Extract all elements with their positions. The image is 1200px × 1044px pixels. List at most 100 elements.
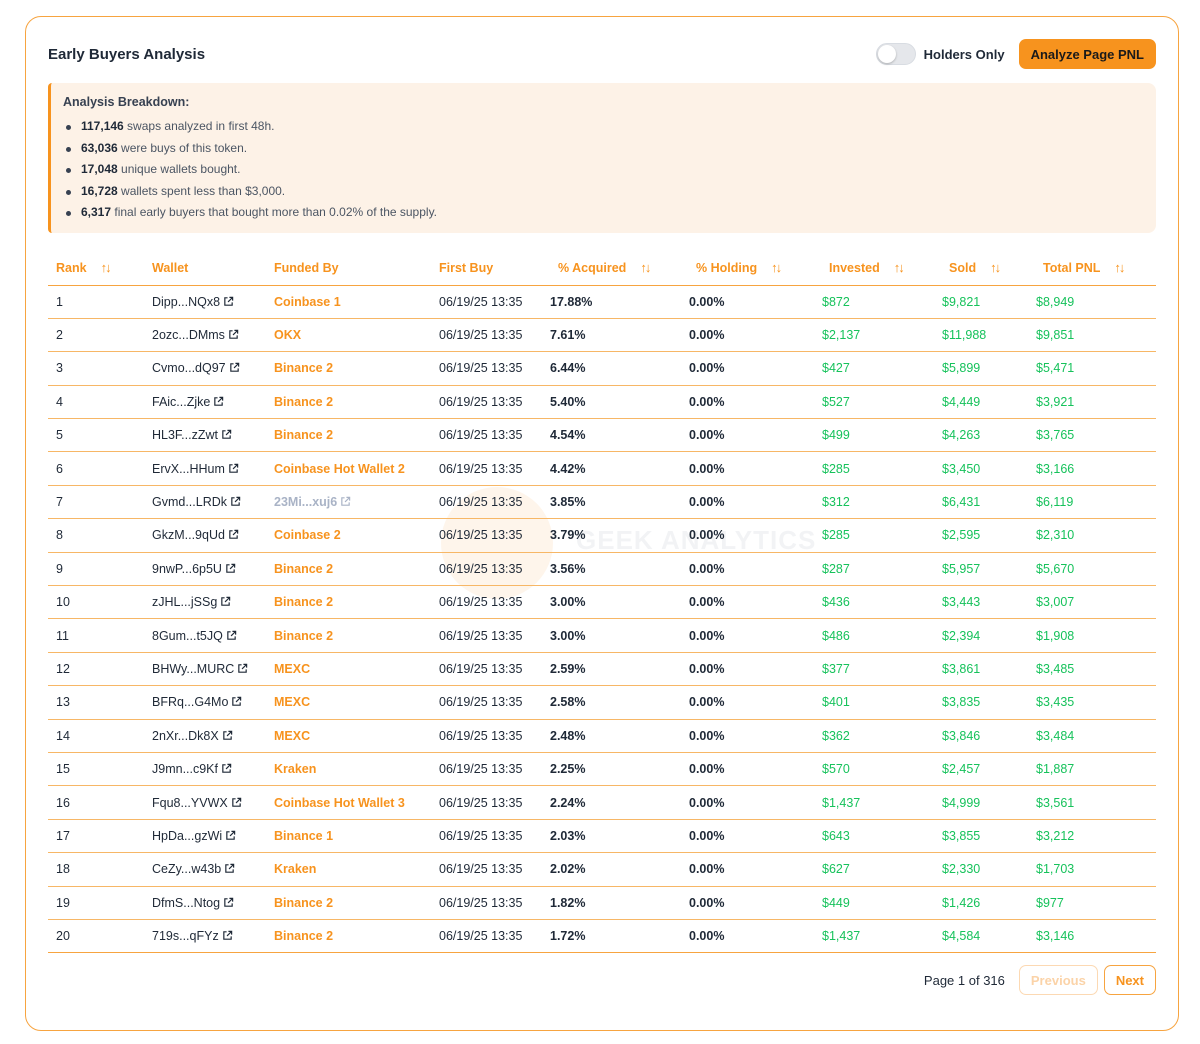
- funded-by-label[interactable]: Binance 1: [274, 828, 334, 843]
- wallet-address[interactable]: 719s...qFYz: [152, 929, 219, 944]
- external-link-icon[interactable]: [228, 695, 242, 709]
- col-header-total-pnl[interactable]: Total PNL ↑↓: [1036, 251, 1156, 286]
- wallet-address[interactable]: J9mn...c9Kf: [152, 762, 218, 777]
- external-link-icon[interactable]: [226, 361, 240, 375]
- wallet-address[interactable]: Cvmo...dQ97: [152, 361, 226, 376]
- external-link-icon[interactable]: [217, 595, 231, 609]
- cell-funded-by[interactable]: OKX: [274, 318, 439, 353]
- cell-total-pnl: $977: [1036, 886, 1156, 920]
- external-link-icon[interactable]: [218, 762, 232, 776]
- funded-by-label[interactable]: Coinbase Hot Wallet 3: [274, 795, 405, 810]
- wallet-address[interactable]: ErvX...HHum: [152, 461, 225, 476]
- cell-funded-by[interactable]: Kraken: [274, 752, 439, 787]
- col-header-sold[interactable]: Sold ↑↓: [942, 251, 1036, 286]
- holders-only-toggle[interactable]: [875, 43, 916, 65]
- analyze-page-pnl-button[interactable]: Analyze Page PNL: [1018, 39, 1156, 69]
- external-link-icon[interactable]: [222, 829, 236, 843]
- wallet-address[interactable]: FAic...Zjke: [152, 394, 211, 409]
- external-link-icon[interactable]: [219, 929, 233, 943]
- funded-by-label[interactable]: MEXC: [274, 728, 311, 743]
- sort-arrows-icon[interactable]: ↑↓: [1114, 260, 1125, 276]
- funded-by-label[interactable]: Binance 2: [274, 895, 334, 910]
- wallet-address[interactable]: BFRq...G4Mo: [152, 695, 229, 710]
- external-link-icon[interactable]: [225, 528, 239, 542]
- external-link-icon[interactable]: [210, 395, 224, 409]
- wallet-address[interactable]: Dipp...NQx8: [152, 294, 221, 309]
- cell-first-buy: 06/19/25 13:35: [439, 285, 550, 319]
- funded-by-label[interactable]: Binance 2: [274, 561, 334, 576]
- wallet-address[interactable]: HpDa...gzWi: [152, 828, 223, 843]
- external-link-icon[interactable]: [225, 462, 239, 476]
- funded-by-label[interactable]: Kraken: [274, 862, 317, 877]
- sort-arrows-icon[interactable]: ↑↓: [990, 260, 1001, 276]
- wallet-address[interactable]: 9nwP...6p5U: [152, 561, 222, 576]
- cell-funded-by[interactable]: Binance 2: [274, 618, 439, 653]
- col-header-holding[interactable]: % Holding ↑↓: [689, 251, 822, 286]
- wallet-address[interactable]: 2ozc...DMms: [152, 328, 225, 343]
- col-header-acquired[interactable]: % Acquired ↑↓: [550, 251, 689, 286]
- wallet-address[interactable]: Gvmd...LRDk: [152, 495, 228, 510]
- funded-by-label[interactable]: MEXC: [274, 695, 311, 710]
- funded-by-label[interactable]: Binance 2: [274, 929, 334, 944]
- wallet-address[interactable]: BHWy...MURC: [152, 661, 235, 676]
- funded-by-label[interactable]: Binance 2: [274, 428, 334, 443]
- external-link-icon[interactable]: [225, 328, 239, 342]
- col-header-rank[interactable]: Rank ↑↓: [48, 251, 152, 286]
- cell-funded-by[interactable]: Binance 2: [274, 418, 439, 453]
- external-link-icon[interactable]: [220, 295, 234, 309]
- next-page-button[interactable]: Next: [1103, 965, 1156, 995]
- cell-funded-by[interactable]: 23Mi...xuj6: [274, 485, 439, 520]
- funded-by-label[interactable]: Binance 2: [274, 394, 334, 409]
- cell-funded-by[interactable]: Coinbase Hot Wallet 2: [274, 451, 439, 486]
- sort-arrows-icon[interactable]: ↑↓: [100, 260, 112, 276]
- cell-funded-by[interactable]: Coinbase 2: [274, 518, 439, 553]
- funded-by-label[interactable]: Binance 2: [274, 361, 334, 376]
- previous-page-button[interactable]: Previous: [1018, 965, 1098, 995]
- wallet-address[interactable]: 8Gum...t5JQ: [152, 628, 223, 643]
- external-link-icon[interactable]: [222, 562, 236, 576]
- wallet-address[interactable]: GkzM...9qUd: [152, 528, 225, 543]
- wallet-address[interactable]: 2nXr...Dk8X: [152, 728, 219, 743]
- funded-by-label[interactable]: Kraken: [274, 762, 317, 777]
- funded-by-label[interactable]: 23Mi...xuj6: [274, 495, 338, 510]
- funded-by-label[interactable]: MEXC: [274, 661, 311, 676]
- external-link-icon[interactable]: [220, 896, 234, 910]
- external-link-icon[interactable]: [219, 729, 233, 743]
- cell-funded-by[interactable]: Coinbase 1: [274, 285, 439, 319]
- external-link-icon[interactable]: [227, 495, 241, 509]
- external-link-icon[interactable]: [218, 428, 232, 442]
- external-link-icon[interactable]: [234, 662, 248, 676]
- funded-by-label[interactable]: Binance 2: [274, 595, 334, 610]
- external-link-icon[interactable]: [221, 862, 235, 876]
- cell-funded-by[interactable]: Binance 1: [274, 819, 439, 854]
- cell-funded-by[interactable]: Binance 2: [274, 585, 439, 620]
- funded-by-label[interactable]: Coinbase Hot Wallet 2: [274, 461, 405, 476]
- wallet-address[interactable]: HL3F...zZwt: [152, 428, 218, 443]
- col-header-invested[interactable]: Invested ↑↓: [822, 251, 942, 286]
- cell-sold: $2,394: [942, 618, 1036, 653]
- cell-funded-by[interactable]: Binance 2: [274, 351, 439, 386]
- wallet-address[interactable]: CeZy...w43b: [152, 862, 222, 877]
- sort-arrows-icon[interactable]: ↑↓: [640, 260, 651, 276]
- cell-funded-by[interactable]: Kraken: [274, 852, 439, 887]
- cell-funded-by[interactable]: MEXC: [274, 652, 439, 687]
- cell-funded-by[interactable]: MEXC: [274, 719, 439, 753]
- cell-funded-by[interactable]: Binance 2: [274, 552, 439, 587]
- external-link-icon[interactable]: [223, 629, 237, 643]
- funded-by-label[interactable]: Coinbase 2: [274, 528, 341, 543]
- external-link-icon[interactable]: [228, 796, 242, 810]
- wallet-address[interactable]: Fqu8...YVWX: [152, 795, 228, 810]
- wallet-address[interactable]: DfmS...Ntog: [152, 895, 221, 910]
- wallet-address[interactable]: zJHL...jSSg: [152, 595, 218, 610]
- external-link-icon[interactable]: [337, 495, 351, 509]
- cell-funded-by[interactable]: MEXC: [274, 685, 439, 720]
- cell-funded-by[interactable]: Binance 2: [274, 886, 439, 920]
- funded-by-label[interactable]: OKX: [274, 328, 302, 343]
- funded-by-label[interactable]: Binance 2: [274, 628, 334, 643]
- funded-by-label[interactable]: Coinbase 1: [274, 294, 341, 309]
- sort-arrows-icon[interactable]: ↑↓: [771, 260, 782, 276]
- cell-funded-by[interactable]: Coinbase Hot Wallet 3: [274, 785, 439, 820]
- cell-funded-by[interactable]: Binance 2: [274, 919, 439, 954]
- cell-funded-by[interactable]: Binance 2: [274, 385, 439, 420]
- sort-arrows-icon[interactable]: ↑↓: [893, 260, 905, 276]
